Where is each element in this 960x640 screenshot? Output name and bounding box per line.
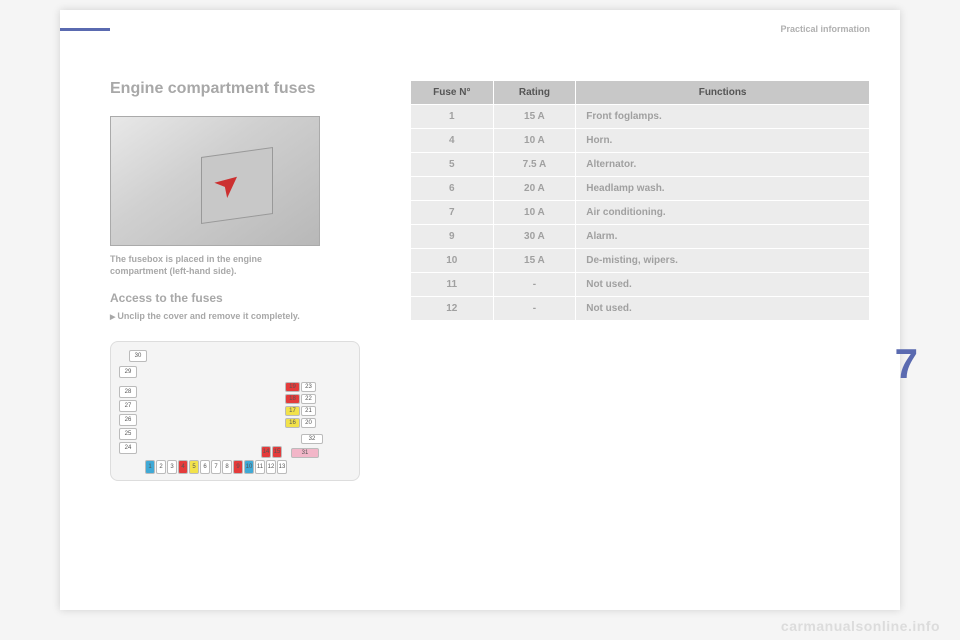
- chapter-number: 7: [895, 340, 918, 388]
- table-row: 410 AHorn.: [411, 129, 870, 153]
- fuse-slot: 20: [301, 418, 316, 428]
- fuse-slot: 8: [222, 460, 232, 474]
- engine-compartment-illustration: ➤: [110, 116, 320, 246]
- fuse-slot: 32: [301, 434, 323, 444]
- table-cell: Not used.: [576, 273, 870, 297]
- table-row: 12-Not used.: [411, 297, 870, 321]
- table-cell: 1: [411, 105, 494, 129]
- table-cell: 10 A: [493, 129, 576, 153]
- table-cell: 12: [411, 297, 494, 321]
- fuse-slot: 1: [145, 460, 155, 474]
- table-cell: 9: [411, 225, 494, 249]
- table-cell: 6: [411, 177, 494, 201]
- page-title: Engine compartment fuses: [110, 80, 390, 98]
- fuse-slot: 12: [266, 460, 276, 474]
- table-cell: 7.5 A: [493, 153, 576, 177]
- table-cell: Alternator.: [576, 153, 870, 177]
- fuse-slot: 4: [178, 460, 188, 474]
- table-row: 710 AAir conditioning.: [411, 201, 870, 225]
- table-cell: 10 A: [493, 201, 576, 225]
- fuse-slot: 30: [129, 350, 147, 362]
- table-cell: Horn.: [576, 129, 870, 153]
- table-cell: Not used.: [576, 297, 870, 321]
- table-row: 930 AAlarm.: [411, 225, 870, 249]
- fuse-slot: 15: [272, 446, 282, 458]
- fuse-slot: 7: [211, 460, 221, 474]
- fusebox-diagram: 3029282726252412345678910111213141519231…: [110, 341, 360, 481]
- instruction-line: Unclip the cover and remove it completel…: [110, 311, 390, 321]
- table-cell: Alarm.: [576, 225, 870, 249]
- fuse-slot: 5: [189, 460, 199, 474]
- table-body: 115 AFront foglamps.410 AHorn.57.5 AAlte…: [411, 105, 870, 321]
- table-cell: 4: [411, 129, 494, 153]
- fuse-slot: 21: [301, 406, 316, 416]
- fuse-slot: 22: [301, 394, 316, 404]
- table-row: 620 AHeadlamp wash.: [411, 177, 870, 201]
- table-row: 11-Not used.: [411, 273, 870, 297]
- fuse-slot: 29: [119, 366, 137, 378]
- fuse-slot: 3: [167, 460, 177, 474]
- table-header-cell: Functions: [576, 81, 870, 105]
- table-row: 115 AFront foglamps.: [411, 105, 870, 129]
- illustration-caption: The fusebox is placed in the engine comp…: [110, 254, 310, 277]
- table-cell: 30 A: [493, 225, 576, 249]
- arrow-icon: ➤: [208, 163, 247, 203]
- right-column: Fuse N°RatingFunctions 115 AFront foglam…: [410, 80, 870, 321]
- fuse-slot: 2: [156, 460, 166, 474]
- fuse-slot: 27: [119, 400, 137, 412]
- table-cell: De-misting, wipers.: [576, 249, 870, 273]
- table-header-row: Fuse N°RatingFunctions: [411, 81, 870, 105]
- fuse-slot: 9: [233, 460, 243, 474]
- table-cell: 20 A: [493, 177, 576, 201]
- section-header: Practical information: [780, 24, 870, 34]
- fuse-slot: 17: [285, 406, 300, 416]
- table-header-cell: Rating: [493, 81, 576, 105]
- fuse-slot: 26: [119, 414, 137, 426]
- watermark-text: carmanualsonline.info: [781, 618, 940, 634]
- left-column: Engine compartment fuses ➤ The fusebox i…: [110, 80, 390, 481]
- table-cell: 15 A: [493, 249, 576, 273]
- fuse-slot: 16: [285, 418, 300, 428]
- table-cell: 10: [411, 249, 494, 273]
- table-cell: 5: [411, 153, 494, 177]
- fuse-slot: 28: [119, 386, 137, 398]
- table-cell: 15 A: [493, 105, 576, 129]
- table-row: 1015 ADe-misting, wipers.: [411, 249, 870, 273]
- table-cell: 11: [411, 273, 494, 297]
- accent-bar: [60, 28, 110, 31]
- table-header-cell: Fuse N°: [411, 81, 494, 105]
- fuse-slot: 19: [285, 382, 300, 392]
- fuse-slot: 14: [261, 446, 271, 458]
- manual-page: Practical information Engine compartment…: [60, 10, 900, 610]
- table-cell: Air conditioning.: [576, 201, 870, 225]
- content-area: Engine compartment fuses ➤ The fusebox i…: [110, 80, 870, 590]
- fuse-slot: 13: [277, 460, 287, 474]
- table-cell: Front foglamps.: [576, 105, 870, 129]
- fuse-table: Fuse N°RatingFunctions 115 AFront foglam…: [410, 80, 870, 321]
- table-cell: 7: [411, 201, 494, 225]
- fuse-slot: 24: [119, 442, 137, 454]
- fuse-slot: 6: [200, 460, 210, 474]
- fuse-slot: 31: [291, 448, 319, 458]
- table-cell: -: [493, 297, 576, 321]
- table-cell: Headlamp wash.: [576, 177, 870, 201]
- table-cell: -: [493, 273, 576, 297]
- fuse-slot: 23: [301, 382, 316, 392]
- fuse-slot: 10: [244, 460, 254, 474]
- fuse-slot: 25: [119, 428, 137, 440]
- fuse-slot: 11: [255, 460, 265, 474]
- access-subtitle: Access to the fuses: [110, 291, 390, 305]
- fuse-slot: 18: [285, 394, 300, 404]
- table-row: 57.5 AAlternator.: [411, 153, 870, 177]
